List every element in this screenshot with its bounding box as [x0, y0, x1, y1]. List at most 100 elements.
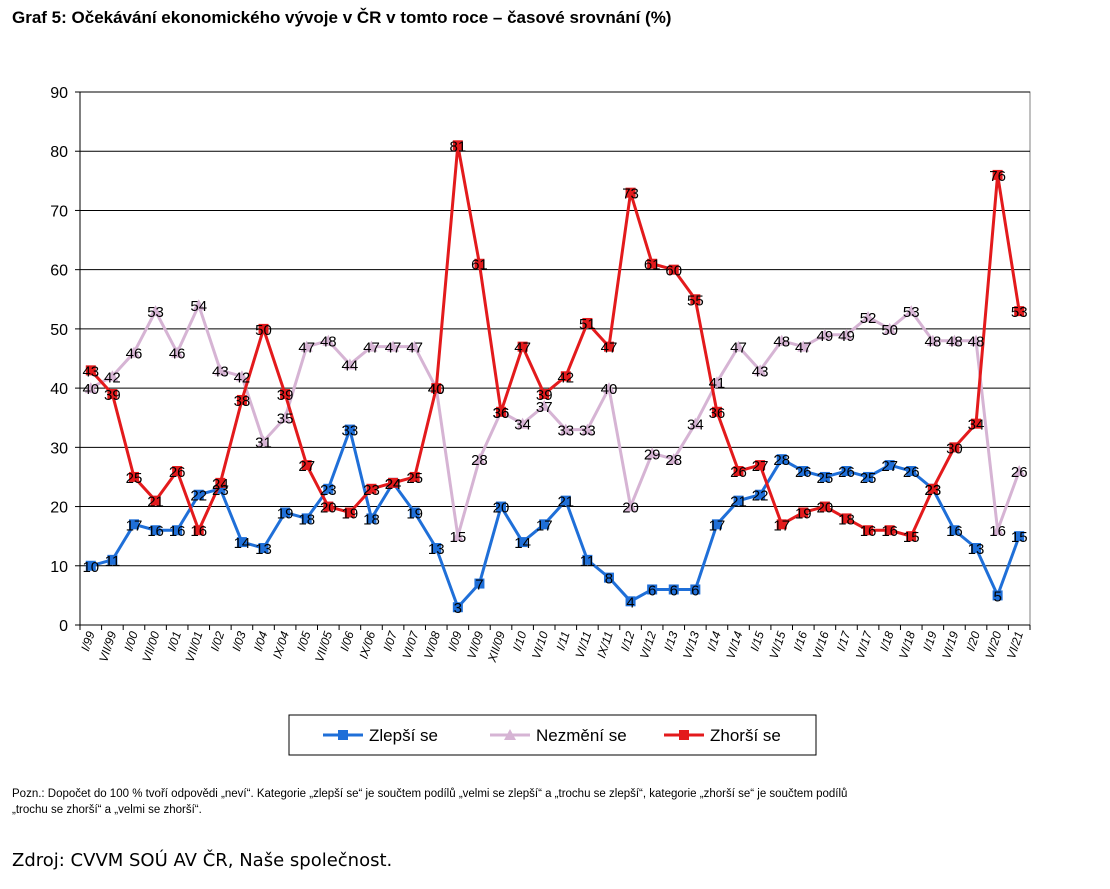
x-tick-label-42: VI/20	[982, 629, 1004, 660]
data-point	[884, 460, 895, 471]
data-point	[991, 524, 1004, 536]
x-tick-label-24: IX/11	[594, 630, 616, 660]
data-point	[171, 346, 184, 358]
x-tick-label-20: I/10	[510, 629, 530, 653]
data-point	[841, 466, 852, 477]
data-label: 22	[190, 488, 207, 505]
data-label: 61	[471, 257, 488, 274]
data-point	[775, 334, 788, 346]
data-point	[517, 341, 528, 352]
data-label: 23	[320, 482, 337, 499]
data-point	[409, 471, 420, 482]
data-label: 15	[903, 529, 920, 546]
data-label: 24	[385, 476, 402, 493]
data-label: 46	[126, 346, 143, 363]
data-point	[107, 554, 118, 565]
data-label: 28	[471, 452, 488, 469]
data-label: 60	[665, 263, 682, 280]
data-label: 40	[428, 381, 445, 398]
data-point	[970, 334, 983, 346]
data-point	[279, 411, 292, 423]
x-tick-label-18: VI/09	[464, 629, 486, 660]
x-tick-label-15: VI/07	[400, 628, 422, 660]
data-point	[948, 334, 961, 346]
data-label: 26	[838, 464, 855, 481]
data-point	[106, 370, 119, 382]
data-label: 26	[795, 464, 812, 481]
data-label: 15	[449, 529, 466, 546]
data-point	[85, 365, 96, 376]
data-point	[300, 340, 313, 352]
data-label: 40	[601, 381, 618, 398]
data-label: 39	[104, 387, 121, 404]
data-point	[624, 500, 637, 512]
data-label: 40	[428, 381, 445, 398]
data-label: 24	[212, 476, 229, 493]
data-point	[192, 299, 205, 311]
data-point	[128, 519, 139, 530]
data-point	[733, 466, 744, 477]
data-point	[474, 578, 485, 589]
data-label: 49	[817, 328, 834, 345]
data-point	[798, 507, 809, 518]
x-tick-label-13: IX/06	[356, 629, 378, 660]
y-tick-label-90: 90	[50, 85, 68, 102]
data-label: 20	[622, 500, 639, 517]
data-point	[560, 495, 571, 506]
data-point	[1014, 531, 1025, 542]
data-point	[690, 584, 701, 595]
x-tick-label-26: VI/12	[637, 629, 659, 660]
data-point	[517, 537, 528, 548]
x-tick-label-14: I/07	[380, 628, 400, 653]
data-label: 26	[1011, 464, 1028, 481]
x-tick-label-5: VII/01	[183, 630, 206, 664]
y-tick-label-80: 80	[50, 144, 68, 161]
chart-title: Graf 5: Očekávání ekonomického vývoje v …	[12, 8, 672, 27]
y-tick-label-20: 20	[50, 500, 68, 517]
data-label: 35	[277, 411, 294, 428]
data-point	[150, 525, 161, 536]
legend-marker-0	[338, 730, 348, 740]
data-label: 28	[773, 452, 790, 469]
data-point	[863, 525, 874, 536]
data-point	[819, 471, 830, 482]
data-label: 21	[557, 494, 574, 511]
data-label: 47	[514, 340, 531, 357]
data-label: 18	[298, 511, 315, 528]
data-label: 19	[342, 505, 359, 522]
data-point	[625, 187, 636, 198]
data-label: 21	[147, 494, 164, 511]
data-label: 46	[169, 346, 186, 363]
data-label: 24	[385, 476, 402, 493]
legend-marker-2	[679, 730, 689, 740]
data-label: 31	[255, 434, 272, 451]
data-label: 43	[752, 363, 769, 380]
data-label: 36	[493, 405, 510, 422]
data-label: 47	[298, 340, 315, 357]
data-point	[776, 454, 787, 465]
data-point	[798, 466, 809, 477]
data-point	[538, 399, 551, 411]
data-point	[344, 507, 355, 518]
legend-box	[288, 714, 817, 756]
data-point	[150, 495, 161, 506]
data-point	[235, 370, 248, 382]
series-2	[85, 140, 1025, 542]
x-tick-label-21: VI/10	[529, 629, 551, 660]
data-label: 33	[579, 423, 596, 440]
data-point	[127, 346, 140, 358]
data-label: 48	[924, 334, 941, 351]
data-label: 25	[860, 470, 877, 487]
data-label: 16	[860, 523, 877, 540]
data-point	[776, 519, 787, 530]
source-text: Zdroj: CVVM SOÚ AV ČR, Naše společnost.	[12, 850, 393, 871]
y-tick-label-30: 30	[50, 440, 68, 457]
data-point	[582, 554, 593, 565]
data-label: 15	[1011, 529, 1028, 546]
x-tick-label-7: I/03	[229, 629, 249, 653]
data-label: 40	[82, 381, 99, 398]
data-point	[560, 371, 571, 382]
y-tick-label-70: 70	[50, 203, 68, 220]
x-tick-label-6: I/02	[208, 629, 228, 653]
